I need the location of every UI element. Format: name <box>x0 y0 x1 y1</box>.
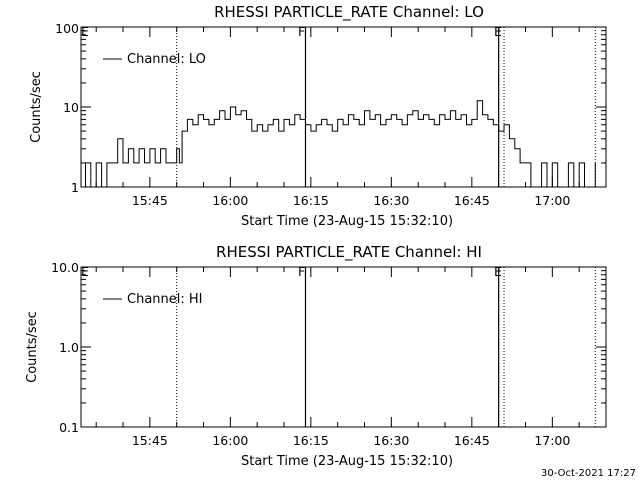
y-tick-label: 100 <box>55 21 79 36</box>
series-line <box>81 100 596 188</box>
legend-label: Channel: HI <box>127 292 203 307</box>
x-tick-label: 16:00 <box>212 193 248 208</box>
annotation-label: E <box>494 264 502 279</box>
y-tick-label: 10 <box>63 100 79 115</box>
y-tick-label: 1.0 <box>59 340 79 355</box>
annotation-label: E <box>494 24 502 39</box>
chart-title: RHESSI PARTICLE_RATE Channel: LO <box>214 3 484 22</box>
annotation-label: F <box>298 24 305 39</box>
x-tick-label: 16:00 <box>212 433 248 448</box>
y-tick-label: 10.0 <box>51 260 79 275</box>
legend-label: Channel: LO <box>127 52 206 67</box>
x-tick-label: 17:00 <box>534 193 570 208</box>
x-tick-label: 16:45 <box>454 193 490 208</box>
x-tick-label: 17:00 <box>534 433 570 448</box>
x-tick-label: 15:45 <box>132 433 168 448</box>
x-tick-label: 16:30 <box>373 433 409 448</box>
y-tick-label: 0.1 <box>59 420 79 435</box>
x-tick-label: 16:15 <box>293 433 329 448</box>
y-axis-label: Counts/sec <box>25 311 40 383</box>
x-axis-label: Start Time (23-Aug-15 15:32:10) <box>241 454 453 469</box>
x-tick-label: 16:15 <box>293 193 329 208</box>
y-axis-label: Counts/sec <box>29 71 44 143</box>
y-tick-label: 1 <box>71 180 79 195</box>
annotation-label: E <box>81 264 89 279</box>
annotation-label: F <box>298 264 305 279</box>
x-tick-label: 15:45 <box>132 193 168 208</box>
x-axis-label: Start Time (23-Aug-15 15:32:10) <box>241 214 453 229</box>
x-tick-label: 16:45 <box>454 433 490 448</box>
annotation-label: E <box>81 24 89 39</box>
x-tick-label: 16:30 <box>373 193 409 208</box>
chart-title: RHESSI PARTICLE_RATE Channel: HI <box>216 243 482 262</box>
footer-timestamp: 30-Oct-2021 17:27 <box>541 468 636 479</box>
panel-hi: RHESSI PARTICLE_RATE Channel: HI Counts/… <box>25 243 607 469</box>
plot-frame <box>80 266 607 428</box>
panel-lo: RHESSI PARTICLE_RATE Channel: LO Counts/… <box>29 3 607 229</box>
